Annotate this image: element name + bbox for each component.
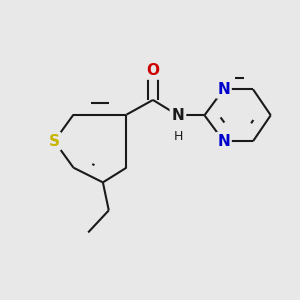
Text: H: H (173, 130, 183, 143)
Text: O: O (146, 63, 159, 78)
Text: S: S (49, 134, 60, 149)
Text: N: N (172, 108, 184, 123)
Text: N: N (217, 134, 230, 149)
Text: N: N (172, 108, 184, 123)
Text: N: N (217, 82, 230, 97)
